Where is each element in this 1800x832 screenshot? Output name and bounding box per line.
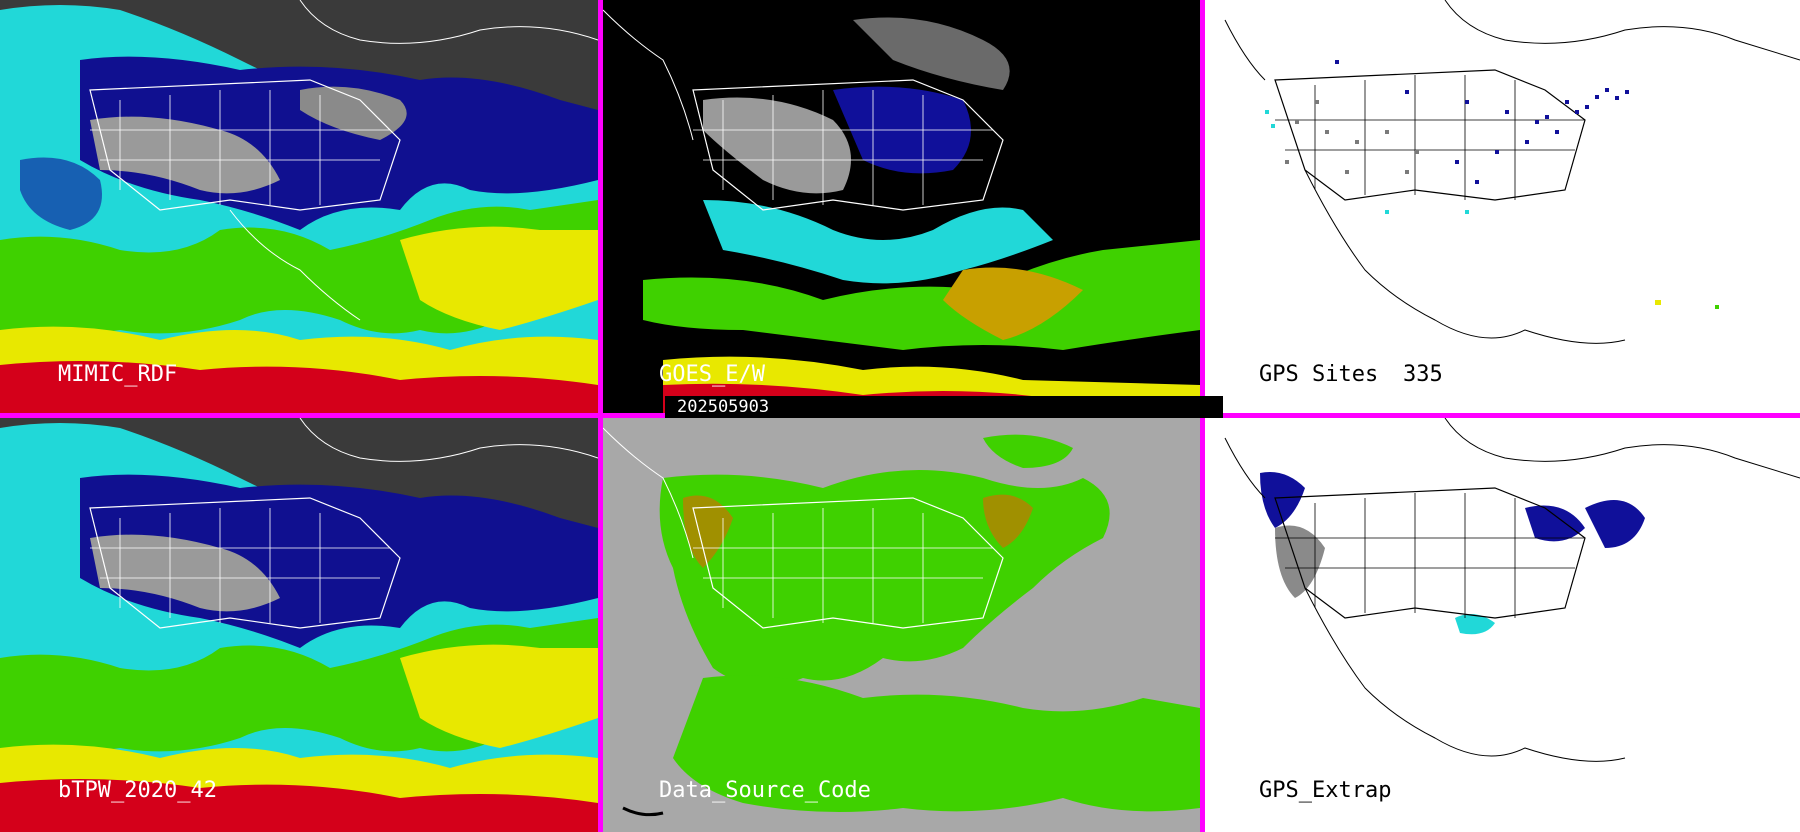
tpw-map-mimic xyxy=(0,0,598,413)
panel-label: Data_Source_Code xyxy=(659,778,871,803)
tpw-map-btpw xyxy=(0,418,598,832)
gps-site-count: 335 xyxy=(1403,362,1443,387)
date-stamp: 202505903 xyxy=(677,397,770,417)
data-source-map xyxy=(603,418,1200,832)
goes-map xyxy=(603,0,1200,413)
panel-label: MIMIC_RDF xyxy=(58,362,178,387)
panel-btpw: bTPW_2020_42 xyxy=(0,418,598,832)
panel-label: GPS_Extrap xyxy=(1259,778,1392,803)
date-bar: 202505903 xyxy=(665,396,1223,418)
panel-mimic-rdf: MIMIC_RDF xyxy=(0,0,598,413)
gps-sites-map xyxy=(1205,0,1800,413)
gps-extrap-map xyxy=(1205,418,1800,832)
panel-label: GOES_E/W xyxy=(659,362,765,387)
panel-goes-ew: GOES_E/W xyxy=(603,0,1200,413)
panel-label: bTPW_2020_42 xyxy=(58,778,217,803)
panel-label: GPS Sites xyxy=(1259,362,1379,387)
panel-data-source-code: Data_Source_Code xyxy=(603,418,1200,832)
panel-gps-sites: GPS Sites 335 xyxy=(1205,0,1800,413)
panel-gps-extrap: GPS_Extrap xyxy=(1205,418,1800,832)
